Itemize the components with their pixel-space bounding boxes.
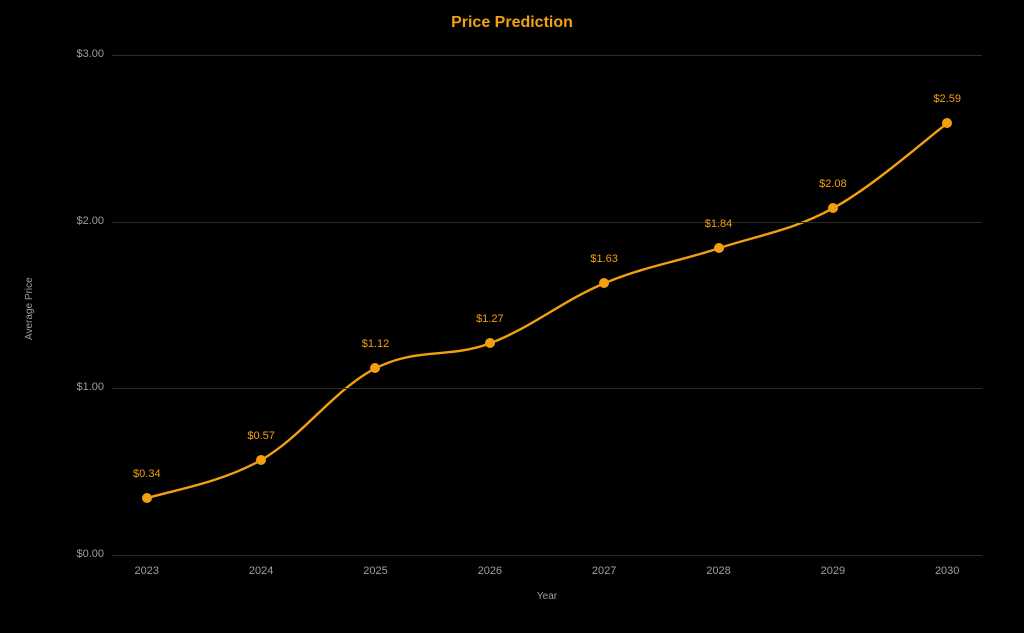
data-label: $0.57	[247, 430, 275, 442]
data-label: $2.08	[819, 178, 847, 190]
gridline	[112, 55, 982, 56]
x-tick-label: 2029	[803, 565, 863, 577]
data-marker	[485, 338, 495, 348]
y-tick-label: $1.00	[54, 381, 104, 393]
y-tick-label: $0.00	[54, 548, 104, 560]
x-tick-label: 2027	[574, 565, 634, 577]
data-marker	[599, 278, 609, 288]
data-label: $1.63	[590, 253, 618, 265]
data-marker	[942, 118, 952, 128]
x-tick-label: 2023	[117, 565, 177, 577]
x-axis-label: Year	[112, 591, 982, 602]
data-marker	[714, 243, 724, 253]
x-tick-label: 2024	[231, 565, 291, 577]
data-marker	[828, 203, 838, 213]
gridline	[112, 555, 982, 556]
data-marker	[256, 455, 266, 465]
data-label: $2.59	[933, 93, 961, 105]
gridline	[112, 388, 982, 389]
gridline	[112, 222, 982, 223]
data-marker	[370, 363, 380, 373]
x-tick-label: 2028	[689, 565, 749, 577]
x-tick-label: 2025	[345, 565, 405, 577]
data-label: $1.84	[705, 218, 733, 230]
y-tick-label: $2.00	[54, 215, 104, 227]
chart-plot-svg	[0, 0, 1024, 633]
x-tick-label: 2026	[460, 565, 520, 577]
data-label: $1.27	[476, 313, 504, 325]
price-prediction-chart: Price Prediction Average Price Year $0.0…	[0, 0, 1024, 633]
data-marker	[142, 493, 152, 503]
data-label: $0.34	[133, 468, 161, 480]
x-tick-label: 2030	[917, 565, 977, 577]
y-axis-label: Average Price	[24, 277, 35, 340]
y-tick-label: $3.00	[54, 48, 104, 60]
data-label: $1.12	[362, 338, 390, 350]
